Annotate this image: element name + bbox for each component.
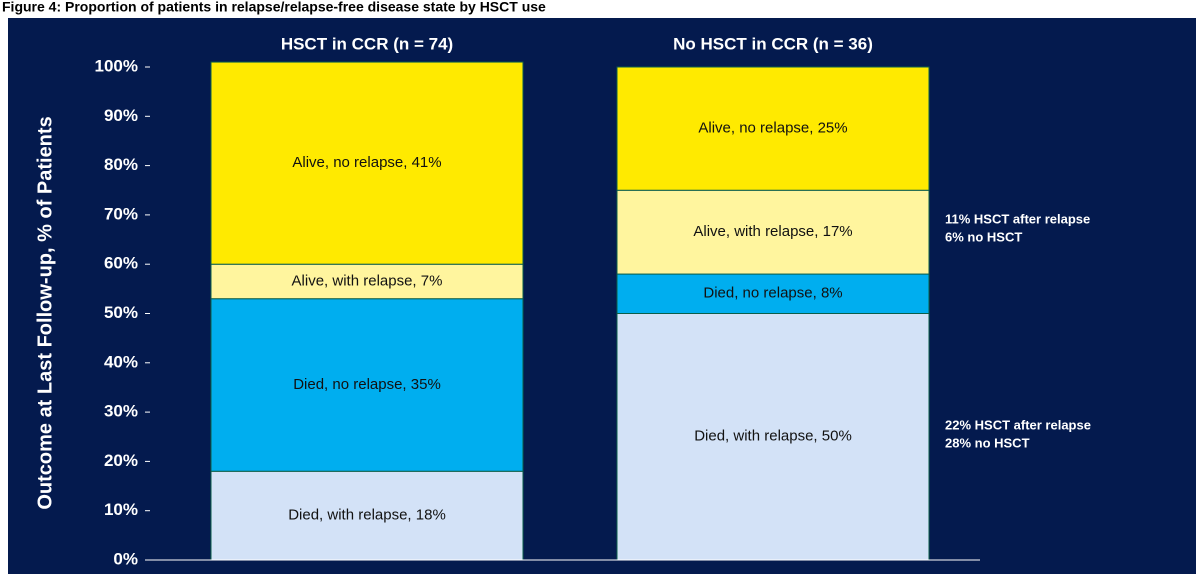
y-tick-label: 10% [104,500,138,519]
value-label: Died, no relapse, 8% [703,285,842,302]
bar-segment [210,298,524,472]
value-label: Alive, no relapse, 25% [698,120,847,137]
value-label: Died, with relapse, 50% [694,428,852,445]
y-tick-label: 80% [104,155,138,174]
bar-segment [210,61,524,265]
y-tick-label: 50% [104,303,138,322]
chart-panel [8,18,1196,574]
y-tick-label: 40% [104,352,138,371]
annotation: 28% no HSCT [945,435,1030,450]
y-tick-label: 20% [104,451,138,470]
y-tick-label: 100% [95,56,138,75]
value-label: Alive, with relapse, 7% [292,272,443,289]
x-tick-label: No HSCT in CCR (n = 36) [673,34,873,53]
y-tick-label: 0% [113,549,138,568]
annotation: 22% HSCT after relapse [945,417,1091,432]
y-tick-label: 60% [104,254,138,273]
y-tick-label: 90% [104,106,138,125]
bar-segment [210,263,524,300]
chart-title: Figure 4: Proportion of patients in rela… [2,0,546,15]
value-label: Died, with relapse, 18% [288,507,446,524]
value-label: Died, no relapse, 35% [293,376,441,393]
y-axis-label: Outcome at Last Follow-up, % of Patients [34,116,56,509]
annotation: 11% HSCT after relapse [945,211,1090,226]
annotation: 6% no HSCT [945,229,1022,244]
bar-segment [616,66,930,191]
value-label: Alive, no relapse, 41% [292,154,441,171]
y-tick-label: 30% [104,402,138,421]
bar-segment [210,470,524,561]
value-label: Alive, with relapse, 17% [693,223,852,240]
bar-segment [616,313,930,561]
bar-segment [616,189,930,275]
y-tick-label: 70% [104,204,138,223]
x-tick-label: HSCT in CCR (n = 74) [281,34,453,53]
